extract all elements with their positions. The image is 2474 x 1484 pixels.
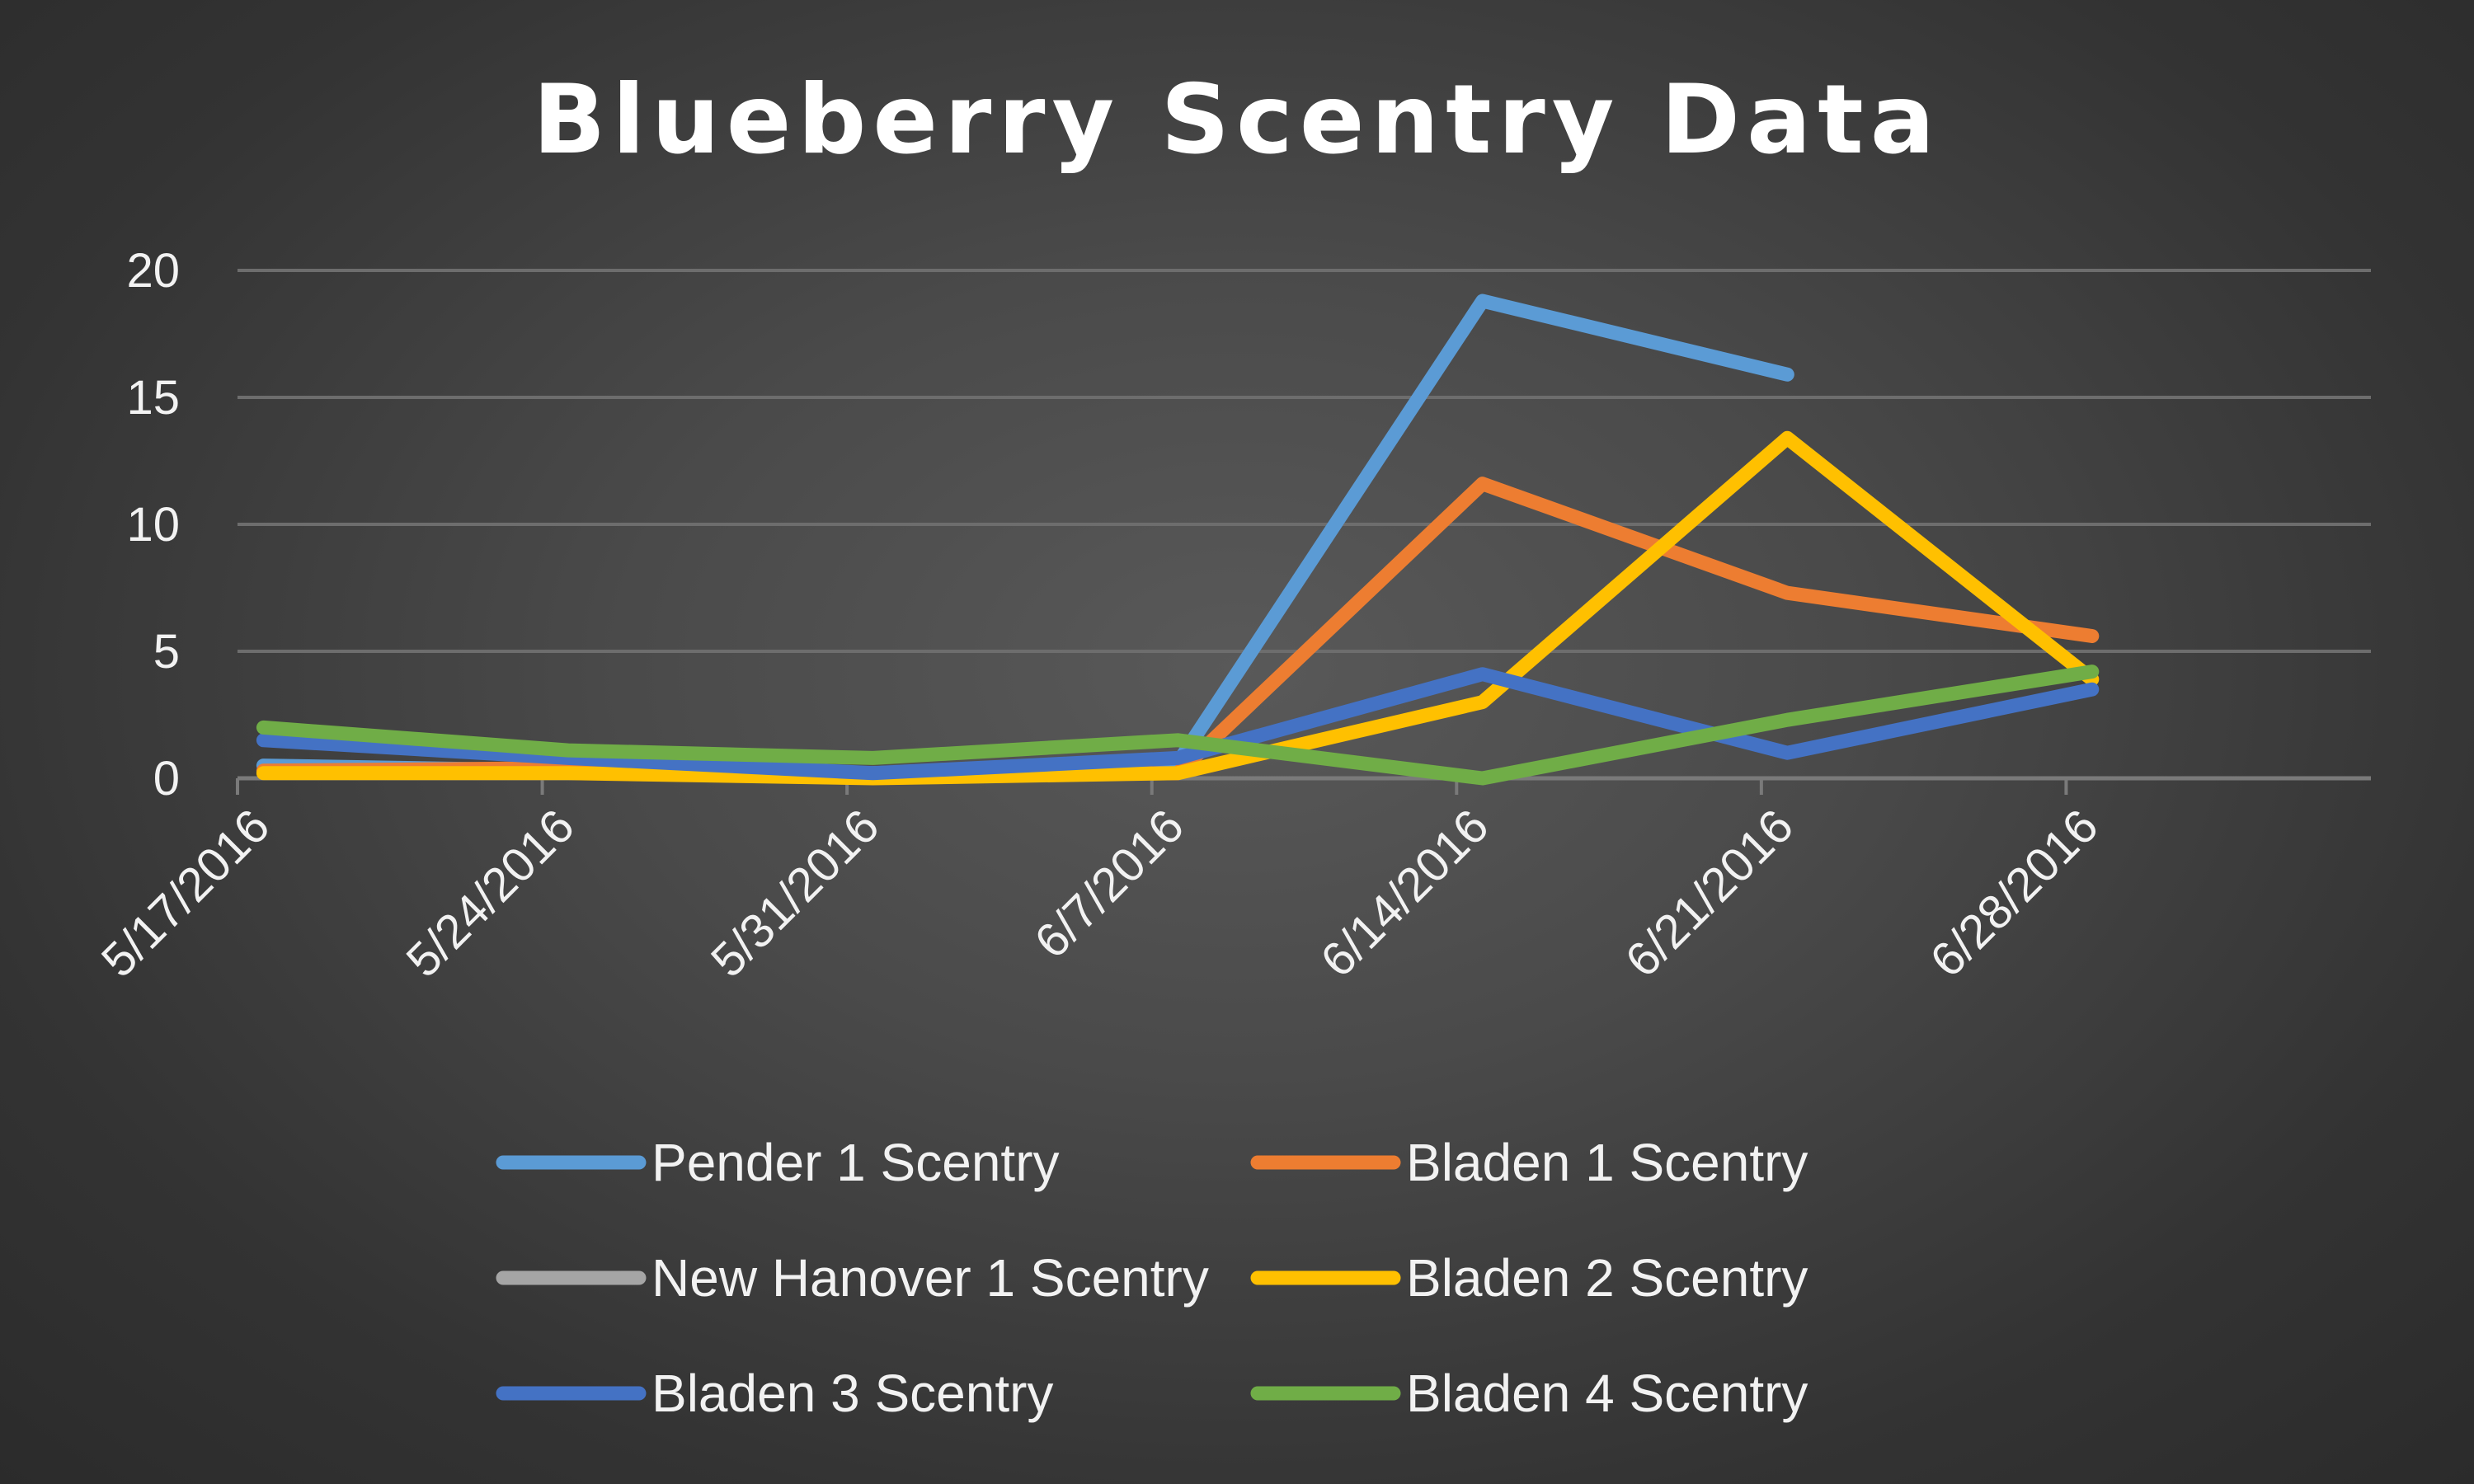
chart-title: Blueberry Scentry Data bbox=[533, 64, 1941, 176]
series-line bbox=[256, 477, 2100, 783]
x-tick-label: 6/28/2016 bbox=[1920, 799, 2108, 987]
gridlines bbox=[238, 269, 2371, 653]
y-axis: 0 5 10 15 20 bbox=[126, 244, 180, 805]
legend: Pender 1 Scentry Bladen 1 Scentry New Hano… bbox=[496, 1133, 1808, 1423]
series-line bbox=[256, 665, 2100, 786]
series-line bbox=[256, 294, 1794, 781]
legend-label: Bladen 4 Scentry bbox=[1406, 1364, 1808, 1423]
x-tick-label: 5/17/2016 bbox=[92, 799, 280, 987]
x-tick-label: 6/14/2016 bbox=[1310, 799, 1498, 987]
x-tick-label: 5/24/2016 bbox=[396, 799, 584, 987]
y-tick-label: 0 bbox=[153, 752, 180, 805]
x-tick-label: 6/21/2016 bbox=[1616, 799, 1804, 987]
legend-label: Pender 1 Scentry bbox=[651, 1133, 1060, 1192]
legend-label: New Hanover 1 Scentry bbox=[651, 1248, 1209, 1308]
series-line bbox=[256, 430, 2100, 786]
x-axis-labels: 5/17/2016 5/24/2016 5/31/2016 6/7/2016 6/14/… bbox=[92, 799, 2109, 987]
y-tick-label: 5 bbox=[153, 625, 180, 679]
x-tick-label: 6/7/2016 bbox=[1024, 799, 1194, 969]
series-lines bbox=[256, 294, 2100, 786]
x-axis bbox=[236, 776, 2371, 795]
legend-label: Bladen 3 Scentry bbox=[651, 1364, 1053, 1423]
y-tick-label: 20 bbox=[126, 244, 180, 298]
legend-label: Bladen 2 Scentry bbox=[1406, 1248, 1808, 1308]
x-tick-label: 5/31/2016 bbox=[701, 799, 889, 987]
y-tick-label: 10 bbox=[126, 498, 180, 552]
series-line bbox=[256, 667, 2100, 781]
y-tick-label: 15 bbox=[126, 371, 180, 425]
legend-label: Bladen 1 Scentry bbox=[1406, 1133, 1808, 1192]
